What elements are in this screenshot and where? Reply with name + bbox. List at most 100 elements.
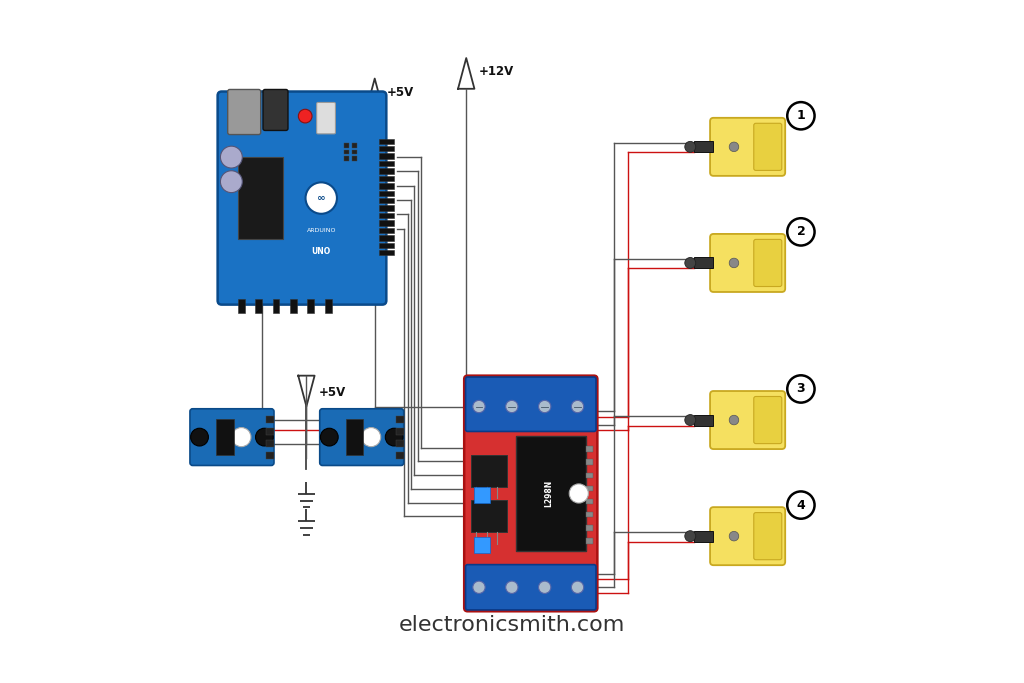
Bar [587,525,593,531]
Bar [694,257,714,268]
Bar [352,143,357,148]
Bar [587,512,593,518]
Circle shape [787,102,814,130]
Bar [379,139,394,144]
Bar [255,299,262,313]
Circle shape [685,415,695,426]
Circle shape [220,146,243,168]
Bar [474,486,490,503]
Circle shape [385,428,403,446]
Bar [216,419,233,455]
Text: 2: 2 [797,225,805,238]
Bar [587,446,593,451]
Bar [266,452,274,459]
Circle shape [298,109,312,123]
Circle shape [473,581,485,594]
FancyBboxPatch shape [464,376,597,611]
Circle shape [569,484,589,503]
Bar [346,419,364,455]
Bar [379,198,394,204]
Bar [379,168,394,173]
Bar [395,452,403,459]
Bar [587,460,593,465]
Circle shape [220,171,243,193]
Bar [587,473,593,478]
Text: 1: 1 [797,109,805,122]
Text: L298N: L298N [545,480,553,507]
Bar [379,176,394,181]
Circle shape [506,581,518,594]
Text: +5V: +5V [387,86,415,99]
Circle shape [305,182,337,214]
FancyBboxPatch shape [710,507,785,566]
Circle shape [506,400,518,413]
Bar [474,537,490,553]
Bar [379,154,394,159]
Bar [395,417,403,423]
Circle shape [321,428,338,446]
Bar [352,156,357,161]
FancyBboxPatch shape [710,117,785,176]
Text: UNO: UNO [311,247,331,256]
FancyBboxPatch shape [754,123,781,170]
Bar [587,538,593,544]
Circle shape [539,581,551,594]
Text: +12V: +12V [478,66,514,79]
Bar [379,235,394,240]
FancyBboxPatch shape [710,391,785,449]
Circle shape [729,142,738,152]
FancyBboxPatch shape [227,89,261,135]
Bar [694,141,714,152]
Bar [379,213,394,219]
Text: +5V: +5V [318,386,346,399]
Text: 4: 4 [797,499,805,512]
Bar [379,227,394,233]
Circle shape [539,400,551,413]
FancyBboxPatch shape [710,234,785,292]
FancyBboxPatch shape [466,377,596,432]
Bar [379,206,394,211]
Bar [379,242,394,248]
Bar [325,299,332,313]
Bar [238,157,283,239]
Text: ∞: ∞ [316,193,326,203]
Circle shape [787,375,814,403]
FancyBboxPatch shape [754,512,781,560]
Circle shape [473,400,485,413]
Circle shape [729,531,738,541]
Bar [379,161,394,166]
Bar [344,143,349,148]
Text: ARDUINO: ARDUINO [306,228,336,234]
Bar [307,299,314,313]
Circle shape [256,428,273,446]
Circle shape [729,415,738,425]
Bar [266,440,274,447]
Bar [471,501,507,532]
Circle shape [190,428,209,446]
Text: 3: 3 [797,382,805,395]
Bar [290,299,297,313]
Bar [379,146,394,152]
FancyBboxPatch shape [263,89,288,130]
Bar [471,455,507,486]
Circle shape [685,531,695,542]
Circle shape [571,581,584,594]
Bar [272,299,280,313]
Bar [266,417,274,423]
Bar [587,486,593,491]
Circle shape [685,141,695,152]
FancyBboxPatch shape [190,408,274,466]
FancyBboxPatch shape [316,102,336,134]
Bar [379,183,394,189]
Bar [379,250,394,255]
Circle shape [787,219,814,246]
Bar [352,150,357,154]
Circle shape [729,258,738,268]
FancyBboxPatch shape [754,240,781,287]
Bar [516,436,587,550]
Bar [344,156,349,161]
Circle shape [361,428,381,447]
Bar [379,191,394,196]
Bar [395,428,403,435]
Circle shape [571,400,584,413]
